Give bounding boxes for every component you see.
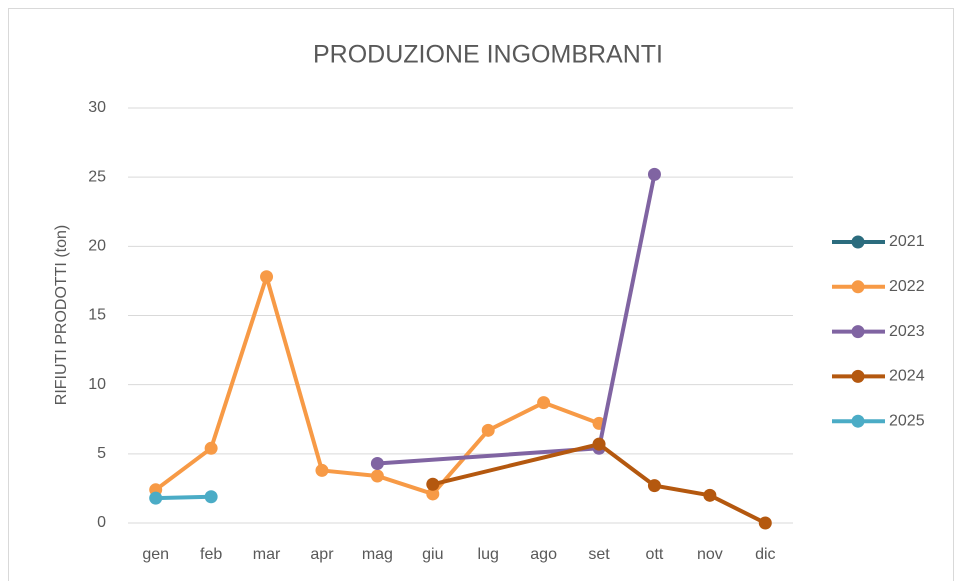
y-tick-label: 5: [97, 445, 106, 462]
data-point: [647, 167, 661, 181]
y-tick-label: 20: [88, 238, 106, 255]
legend-label: 2021: [889, 233, 925, 250]
y-tick-label: 10: [88, 376, 106, 393]
x-tick-label: dic: [755, 546, 775, 563]
y-axis-label: RIFIUTI PRODOTTI (ton): [53, 225, 70, 405]
data-point: [426, 487, 440, 501]
series-line: [155, 494, 212, 501]
legend-marker: [851, 235, 865, 249]
chart-title: PRODUZIONE INGOMBRANTI: [313, 41, 663, 69]
data-point: [204, 441, 218, 455]
legend-marker: [851, 280, 865, 294]
data-point: [481, 423, 495, 437]
data-point: [647, 479, 661, 493]
legend-label: 2023: [889, 323, 925, 340]
legend-label: 2024: [889, 368, 925, 385]
data-point: [370, 457, 384, 471]
data-point: [592, 437, 606, 451]
y-tick-label: 30: [88, 99, 106, 116]
x-tick-label: giu: [422, 546, 443, 563]
x-tick-label: mar: [253, 546, 281, 563]
legend-label: 2022: [889, 278, 925, 295]
x-tick-label: ago: [530, 546, 557, 563]
data-point: [315, 463, 329, 477]
x-tick-label: gen: [142, 546, 169, 563]
x-tick-label: apr: [310, 546, 334, 563]
data-point: [703, 488, 717, 502]
legend-label: 2025: [889, 412, 925, 429]
x-tick-label: nov: [697, 546, 723, 563]
y-tick-label: 15: [88, 307, 106, 324]
x-tick-label: mag: [362, 546, 393, 563]
data-point: [149, 491, 163, 505]
data-point: [260, 270, 274, 284]
x-tick-label: ott: [646, 546, 664, 563]
legend-marker: [851, 325, 865, 339]
y-tick-label: 25: [88, 168, 106, 185]
chart-border: [8, 8, 954, 581]
data-point: [370, 469, 384, 483]
data-point: [204, 490, 218, 504]
data-point: [426, 477, 440, 491]
x-tick-label: set: [588, 546, 610, 563]
x-tick-label: lug: [478, 546, 499, 563]
y-tick-label: 0: [97, 514, 106, 531]
data-point: [537, 396, 551, 410]
x-tick-label: feb: [200, 546, 222, 563]
legend-marker: [851, 414, 865, 428]
data-point: [758, 516, 772, 530]
legend-marker: [851, 369, 865, 383]
